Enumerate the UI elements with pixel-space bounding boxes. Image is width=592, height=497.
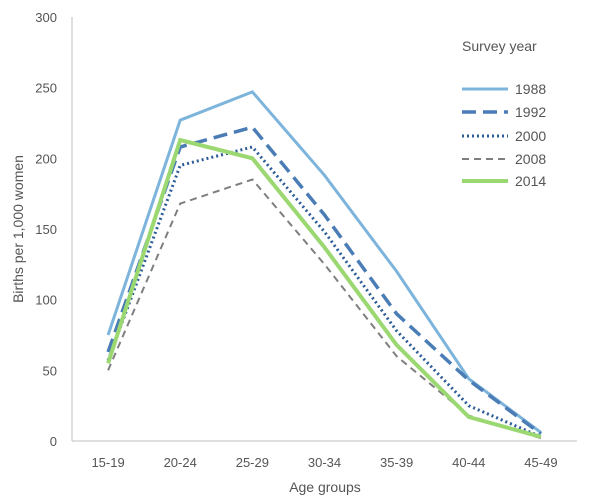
y-axis-title: Births per 1,000 women [10,155,26,303]
y-tick-label: 300 [35,10,57,25]
y-tick-label: 100 [35,293,57,308]
series-line-2014 [108,140,541,437]
y-tick-label: 50 [43,363,57,378]
y-tick-label: 200 [35,151,57,166]
y-tick-label: 250 [35,81,57,96]
legend-label-2000: 2000 [515,128,546,144]
series-line-1988 [108,92,541,433]
x-tick-label: 40-44 [452,455,485,470]
series-line-2000 [108,147,541,437]
x-tick-label: 35-39 [380,455,413,470]
x-tick-label: 20-24 [164,455,197,470]
legend-items: 1988 1992 2000 2008 2014 [462,81,546,189]
x-axis-title: Age groups [289,479,361,495]
legend-label-2014: 2014 [515,173,546,189]
x-tick-label: 15-19 [91,455,124,470]
x-tick-label: 30-34 [308,455,341,470]
x-tick-label: 45-49 [524,455,557,470]
y-tick-label: 150 [35,222,57,237]
y-tick-labels: 0 50 100 150 200 250 300 [35,10,57,449]
y-tick-label: 0 [50,434,57,449]
legend-label-1988: 1988 [515,81,546,97]
x-tick-labels: 15-19 20-24 25-29 30-34 35-39 40-44 45-49 [91,455,557,470]
series-lines [108,92,541,438]
legend-label-1992: 1992 [515,104,546,120]
legend-title: Survey year [462,38,537,54]
series-line-2008 [108,180,541,439]
legend-label-2008: 2008 [515,151,546,167]
x-tick-label: 25-29 [236,455,269,470]
legend: Survey year 1988 1992 2000 2008 2014 [462,38,546,189]
